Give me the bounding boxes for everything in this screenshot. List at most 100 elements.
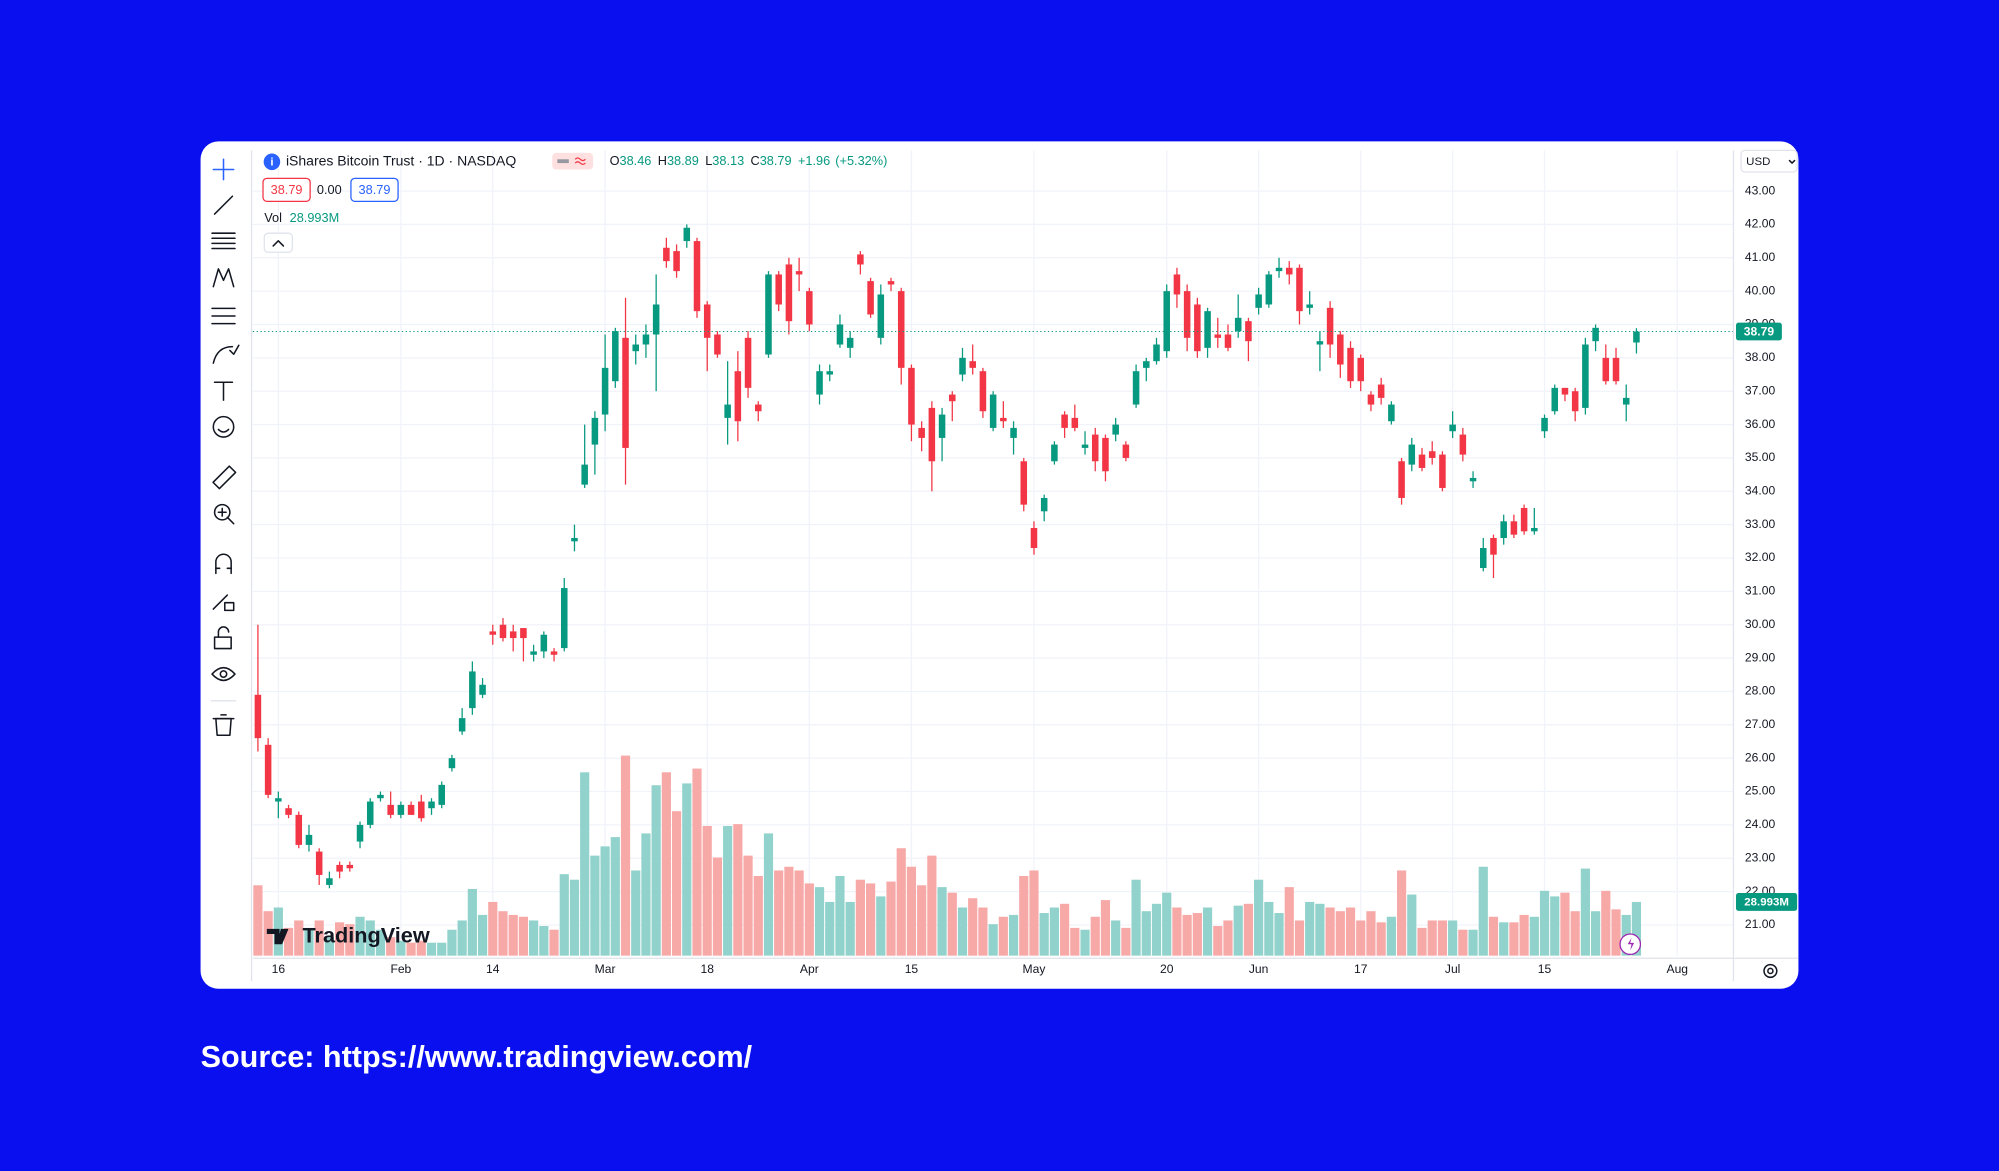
candle-body xyxy=(1204,311,1211,348)
volume-bar xyxy=(1039,913,1049,956)
candle-body xyxy=(734,371,742,422)
lock-tool[interactable] xyxy=(213,626,232,650)
pattern-tool[interactable] xyxy=(212,268,235,288)
volume-bar xyxy=(876,896,886,956)
candle-body xyxy=(520,628,527,639)
volume-bar xyxy=(365,920,375,956)
visibility-tool[interactable] xyxy=(211,666,236,682)
x-tick-label: 15 xyxy=(1538,962,1552,976)
candle-body xyxy=(540,634,548,652)
candle-body xyxy=(632,344,640,352)
volume-bar xyxy=(743,855,753,956)
volume-bar xyxy=(957,907,968,956)
volume-bar xyxy=(1070,927,1080,956)
candle-body xyxy=(1275,267,1283,272)
candle-body xyxy=(469,671,476,709)
candle-body xyxy=(509,631,517,639)
candle-body xyxy=(1061,414,1068,428)
volume-bar xyxy=(283,927,294,956)
volume-bar xyxy=(1243,903,1254,956)
symbol-title[interactable]: iShares Bitcoin Trust · 1D · NASDAQ xyxy=(286,153,516,169)
volume-bar xyxy=(988,924,998,956)
x-tick-label: Jun xyxy=(1249,962,1269,976)
volume-bar xyxy=(784,866,794,956)
change-value: +1.96 xyxy=(798,153,830,168)
candle-body xyxy=(264,744,272,795)
candle-body xyxy=(979,371,987,412)
text-tool[interactable] xyxy=(213,381,234,401)
candle-body xyxy=(1582,344,1589,408)
collapse-button[interactable] xyxy=(263,232,293,253)
volume-value: 28.993M xyxy=(290,211,340,226)
volume-bar xyxy=(1151,903,1162,956)
volume-bar xyxy=(1080,929,1090,956)
candle-body xyxy=(938,414,946,438)
candle-body xyxy=(918,427,925,438)
candle-body xyxy=(1633,331,1640,343)
volume-bar xyxy=(569,879,580,956)
volume-bar xyxy=(978,907,988,956)
currency-select[interactable] xyxy=(1740,149,1798,173)
volume-bar xyxy=(947,892,957,956)
low-value: 38.13 xyxy=(712,153,744,168)
candle-body xyxy=(1071,417,1079,428)
delete-tool[interactable] xyxy=(212,714,235,736)
volume-bar xyxy=(1131,879,1141,956)
candle-body xyxy=(897,291,905,368)
candle-body xyxy=(1112,424,1119,435)
volume-bar xyxy=(1294,920,1305,956)
volume-bar xyxy=(1049,907,1059,956)
volume-bar xyxy=(1090,916,1100,956)
candle-body xyxy=(989,394,997,428)
trend-line-tool[interactable] xyxy=(213,195,234,215)
magnet-tool[interactable] xyxy=(215,553,232,575)
candle-body xyxy=(479,684,486,695)
zoom-tool[interactable] xyxy=(213,503,235,525)
candle-body xyxy=(1091,434,1099,462)
volume-bar xyxy=(1192,913,1202,956)
candle-body xyxy=(785,264,793,322)
emoji-tool[interactable] xyxy=(212,415,235,438)
volume-bar xyxy=(324,937,334,956)
settings-button[interactable] xyxy=(1763,963,1778,979)
candle-body xyxy=(1000,417,1007,422)
sell-box[interactable] xyxy=(262,177,311,202)
buy-box[interactable] xyxy=(350,177,399,202)
y-tick-label: 36.00 xyxy=(1745,417,1776,431)
status-badge[interactable] xyxy=(552,152,594,170)
candle-body xyxy=(1051,444,1058,462)
lock-drawings-tool[interactable] xyxy=(212,594,235,612)
candle-body xyxy=(1571,391,1579,412)
crosshair-tool[interactable] xyxy=(212,158,235,181)
candle-body xyxy=(1408,444,1416,465)
volume-bar xyxy=(937,887,947,956)
candle-body xyxy=(1377,384,1385,398)
volume-bar xyxy=(1264,901,1274,956)
y-tick-label: 32.00 xyxy=(1745,550,1776,564)
volume-bar xyxy=(712,857,723,956)
volume-bar xyxy=(1019,876,1029,956)
brush-tool[interactable] xyxy=(212,344,240,364)
candle-body xyxy=(887,281,895,285)
volume-bar xyxy=(498,911,508,956)
candle-body xyxy=(877,294,885,338)
projection-tool[interactable] xyxy=(211,307,236,325)
tradingview-logo[interactable]: TradingView xyxy=(266,922,430,947)
info-icon[interactable] xyxy=(263,153,281,171)
candle-body xyxy=(581,464,588,485)
drawing-toolbar xyxy=(210,158,240,736)
fib-tool[interactable] xyxy=(211,232,236,250)
ruler-tool[interactable] xyxy=(212,465,237,490)
candle-body xyxy=(1183,291,1191,338)
candle-body xyxy=(1296,267,1303,312)
change-percent: (+5.32%) xyxy=(835,153,887,168)
candle-body xyxy=(755,404,762,412)
volume-bar xyxy=(375,929,386,956)
candle-body xyxy=(571,537,578,542)
candle-body xyxy=(377,794,384,799)
volume-bar xyxy=(437,942,447,956)
volume-bar xyxy=(865,883,876,956)
volume-bar xyxy=(355,916,365,956)
candle-body xyxy=(703,304,711,338)
